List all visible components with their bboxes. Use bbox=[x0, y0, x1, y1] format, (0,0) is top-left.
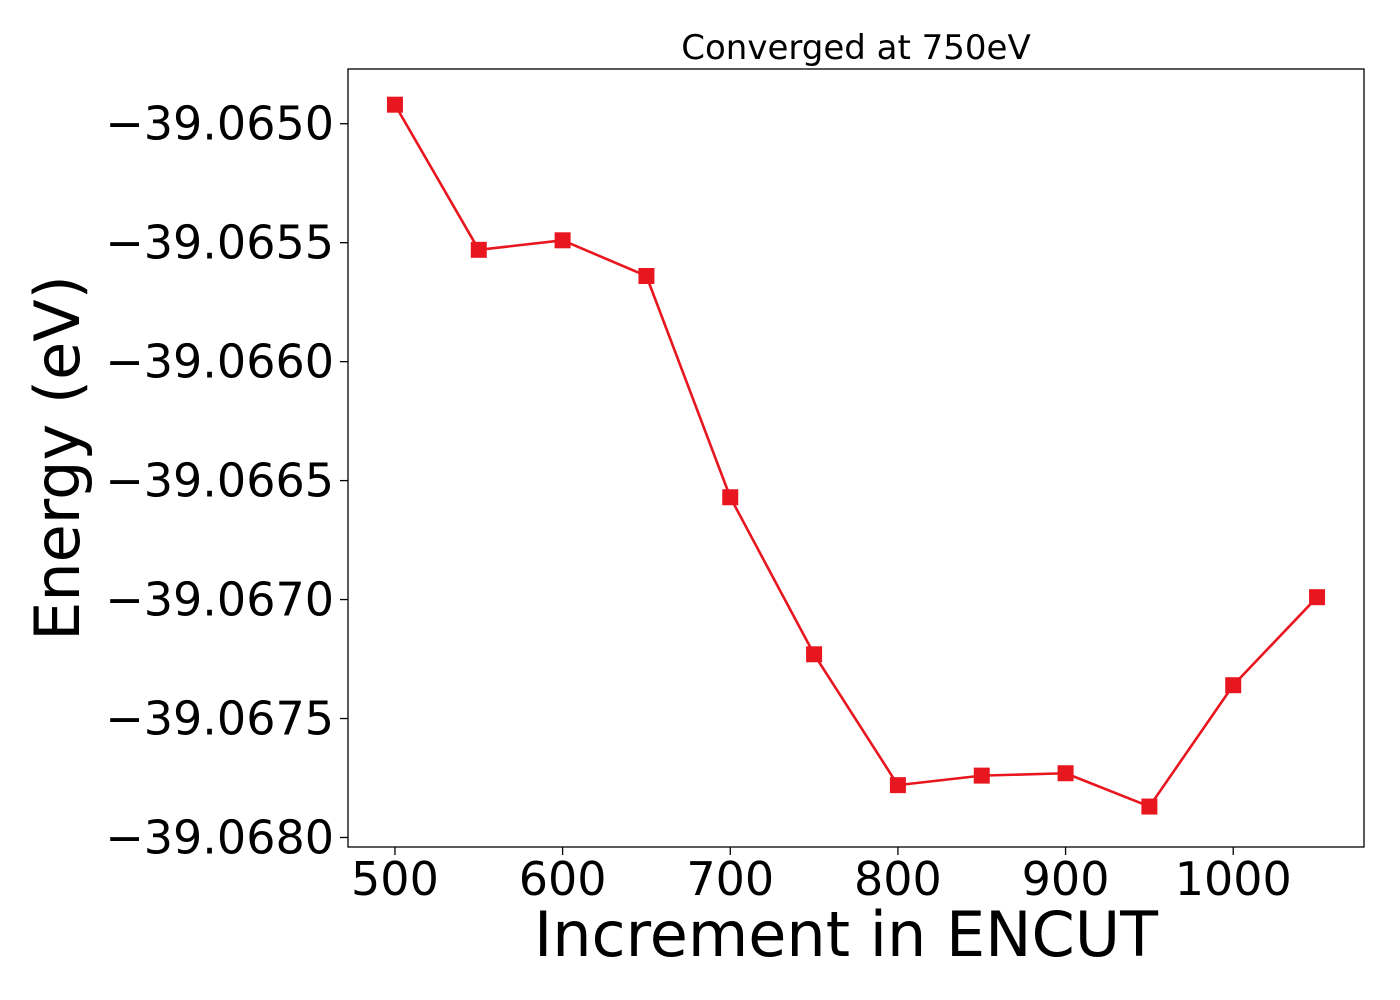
y-tick-label: −39.0670 bbox=[105, 573, 334, 627]
data-point-marker bbox=[1141, 798, 1158, 815]
data-point-marker bbox=[806, 646, 823, 663]
chart-title: Converged at 750eV bbox=[681, 28, 1030, 68]
data-point-marker bbox=[638, 267, 655, 284]
data-point-marker bbox=[973, 767, 990, 784]
data-point-marker bbox=[722, 489, 739, 506]
series-layer bbox=[386, 96, 1326, 815]
data-point-marker bbox=[470, 241, 487, 258]
x-tick-label: 900 bbox=[1022, 852, 1110, 906]
data-point-marker bbox=[1057, 765, 1074, 782]
x-axis-ticks: 500 600 700 800 900 1000 bbox=[351, 847, 1292, 906]
y-tick-label: −39.0675 bbox=[105, 692, 334, 746]
y-axis-label: Energy (eV) bbox=[21, 275, 94, 641]
y-tick-label: −39.0655 bbox=[105, 216, 334, 270]
y-tick-label: −39.0650 bbox=[105, 97, 334, 151]
x-tick-label: 600 bbox=[519, 852, 607, 906]
x-tick-label: 1000 bbox=[1175, 852, 1292, 906]
x-tick-label: 700 bbox=[686, 852, 774, 906]
y-tick-label: −39.0660 bbox=[105, 335, 334, 389]
data-point-marker bbox=[889, 777, 906, 794]
data-point-marker bbox=[386, 96, 403, 113]
plot-area-frame bbox=[347, 68, 1365, 848]
data-point-marker bbox=[554, 232, 571, 249]
x-tick-label: 800 bbox=[854, 852, 942, 906]
data-point-marker bbox=[1225, 677, 1242, 694]
y-tick-label: −39.0665 bbox=[105, 454, 334, 508]
y-tick-label: −39.0680 bbox=[105, 810, 334, 864]
data-point-marker bbox=[1309, 589, 1326, 606]
x-tick-label: 500 bbox=[351, 852, 439, 906]
series-line bbox=[393, 104, 1318, 808]
y-axis-ticks: −39.0650 −39.0655 −39.0660 −39.0665 −39.0670… bbox=[105, 97, 348, 864]
x-axis-label: Increment in ENCUT bbox=[534, 898, 1159, 971]
